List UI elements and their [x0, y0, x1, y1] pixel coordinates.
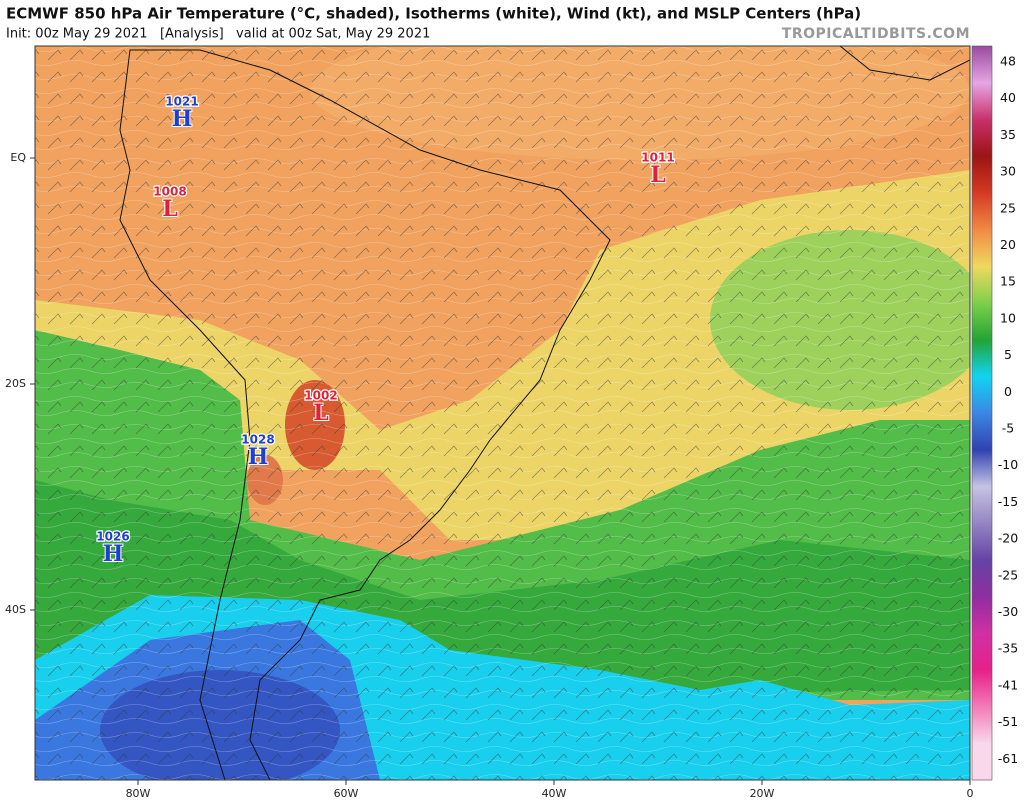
watermark: TROPICALTIDBITS.COM [782, 26, 970, 42]
lat-label: EQ [10, 151, 26, 164]
colorbar-segment [972, 523, 992, 561]
colorbar-label: -30 [998, 604, 1018, 619]
overlay: 80W 60W 40W 20W 0EQ20S40S1021H1008L1011L1002… [5, 45, 1018, 800]
lon-label: 60W [334, 787, 359, 800]
colorbar-label: 30 [1000, 164, 1016, 179]
map-field [35, 46, 970, 780]
colorbar-segment [972, 633, 992, 671]
colorbar-label: 10 [1000, 310, 1016, 325]
colorbar-segment [972, 596, 992, 634]
colorbar-label: -61 [998, 751, 1018, 766]
colorbar-label: 25 [1000, 200, 1016, 215]
colorbar-label: 40 [1000, 90, 1016, 105]
colorbar-segment [972, 743, 992, 781]
pressure-symbol: L [650, 162, 665, 188]
colorbar-label: -15 [998, 494, 1018, 509]
pressure-value: 1028 [241, 433, 274, 447]
lat-label: 40S [5, 603, 26, 616]
pressure-symbol: H [248, 444, 269, 470]
colorbar-segment [972, 302, 992, 341]
colorbar-segment [972, 339, 992, 377]
colorbar-segment [972, 376, 992, 414]
coastline [119, 49, 611, 780]
colorbar-segment [972, 192, 992, 230]
colorbar-label: 35 [1000, 127, 1016, 142]
colorbar-label: 5 [1004, 347, 1012, 362]
colorbar-label: -10 [998, 457, 1018, 472]
pressure-symbol: L [313, 400, 328, 426]
pressure-value: 1026 [96, 530, 129, 544]
pressure-value: 1011 [641, 151, 674, 165]
colorbar-label: 15 [1000, 274, 1016, 289]
colorbar-segment [972, 449, 992, 487]
map-frame [34, 45, 971, 781]
colorbar-segment [972, 559, 992, 597]
colorbar-segment [972, 486, 992, 524]
colorbar-segment [972, 82, 992, 120]
lat-label: 20S [5, 377, 26, 390]
colorbar-label: -51 [998, 714, 1018, 729]
pressure-value: 1008 [153, 185, 186, 199]
colorbar-label: 48 [1000, 54, 1016, 69]
colorbar-label: 20 [1000, 237, 1016, 252]
colorbar-segment [972, 706, 992, 744]
pressure-symbol: H [172, 106, 193, 132]
colorbar-label: -25 [998, 567, 1018, 582]
colorbar-label: -41 [998, 677, 1018, 692]
colorbar-label: 0 [1004, 384, 1012, 399]
colorbar-label: -20 [998, 531, 1018, 546]
colorbar-label: -5 [1002, 421, 1014, 436]
colorbar-label: -35 [998, 641, 1018, 656]
pressure-symbol: L [162, 196, 177, 222]
lon-label: 40W [542, 787, 567, 800]
lon-label: 0 [967, 787, 974, 800]
colorbar-segment [972, 119, 992, 157]
pressure-value: 1021 [165, 95, 198, 109]
lon-label: 80W [126, 787, 151, 800]
colorbar-segment [972, 266, 992, 304]
lon-label: 20W [750, 787, 775, 800]
wind-barbs [35, 46, 970, 780]
pressure-symbol: H [103, 541, 124, 567]
colorbar-segment [972, 413, 992, 451]
init-line: Init: 00z May 29 2021 [Analysis] valid a… [6, 27, 430, 42]
colorbar-segment [972, 156, 992, 194]
colorbar-segment [972, 669, 992, 708]
title: ECMWF 850 hPa Air Temperature (°C, shade… [6, 5, 861, 23]
colorbar-segment [972, 229, 992, 267]
coastline-africa [839, 46, 970, 81]
colorbar-segment [972, 46, 992, 84]
pressure-value: 1002 [304, 389, 337, 403]
colorbar-frame [971, 45, 993, 781]
